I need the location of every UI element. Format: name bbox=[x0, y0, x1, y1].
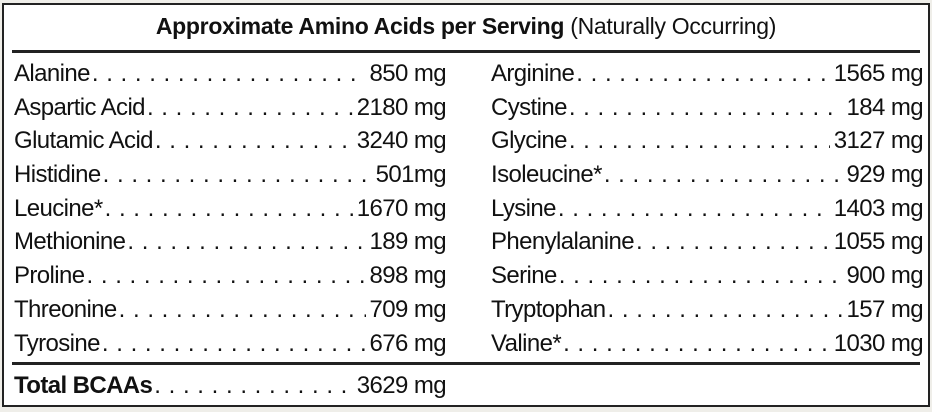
amino-acid-row: Arginine 1565 mg bbox=[491, 60, 923, 94]
panel-title: Approximate Amino Acids per Serving (Nat… bbox=[4, 13, 928, 40]
leader-dots bbox=[105, 195, 353, 223]
amino-acid-row: Phenylalanine 1055 mg bbox=[491, 228, 923, 262]
leader-dots bbox=[92, 60, 366, 88]
leader-dots bbox=[569, 94, 843, 122]
amino-acid-name: Lysine bbox=[491, 194, 556, 222]
amino-acid-amount: 189 mg bbox=[369, 228, 446, 256]
amino-acid-row: Serine 900 mg bbox=[491, 262, 923, 296]
amino-acid-amount: 1055 mg bbox=[833, 228, 923, 256]
left-column: Alanine 850 mg Aspartic Acid 2180 mg Glutami… bbox=[14, 60, 446, 363]
title-note: (Naturally Occurring) bbox=[570, 13, 777, 39]
amino-acid-row: Tryptophan 157 mg bbox=[491, 296, 923, 330]
amino-acid-name: Tyrosine bbox=[14, 329, 101, 357]
amino-acid-row: Glycine 3127 mg bbox=[491, 127, 923, 161]
amino-acid-name: Phenylalanine bbox=[491, 228, 635, 256]
amino-acid-row: Leucine* 1670 mg bbox=[14, 195, 446, 229]
amino-acid-amount: 3240 mg bbox=[356, 127, 446, 155]
amino-acid-amount: 2180 mg bbox=[356, 93, 446, 121]
amino-acid-amount: 709 mg bbox=[369, 295, 446, 323]
amino-acid-name: Cystine bbox=[491, 93, 567, 121]
right-column: Arginine 1565 mg Cystine 184 mg Glycine 3127 … bbox=[491, 60, 923, 363]
amino-acid-row: Valine* 1030 mg bbox=[491, 330, 923, 364]
amino-acid-row: Cystine 184 mg bbox=[491, 94, 923, 128]
amino-acid-name: Methionine bbox=[14, 228, 126, 256]
amino-acid-name: Serine bbox=[491, 262, 557, 290]
amino-acid-panel: Approximate Amino Acids per Serving (Nat… bbox=[2, 3, 930, 407]
total-value: 3629 mg bbox=[356, 372, 446, 399]
amino-acid-name: Histidine bbox=[14, 161, 101, 189]
amino-acid-row: Lysine 1403 mg bbox=[491, 195, 923, 229]
amino-acid-amount: 850 mg bbox=[369, 60, 446, 87]
amino-acid-amount: 1565 mg bbox=[833, 60, 923, 87]
amino-acid-name: Tryptophan bbox=[491, 295, 606, 323]
amino-acid-row: Proline 898 mg bbox=[14, 262, 446, 296]
leader-dots bbox=[608, 296, 843, 324]
title-bold: Approximate Amino Acids per Serving bbox=[155, 13, 565, 39]
leader-dots bbox=[559, 262, 843, 290]
amino-acid-name: Proline bbox=[14, 262, 85, 290]
amino-acid-amount: 157 mg bbox=[846, 295, 923, 323]
divider-top bbox=[12, 50, 920, 53]
leader-dots bbox=[558, 195, 830, 223]
amino-acid-row: Methionine 189 mg bbox=[14, 228, 446, 262]
amino-acid-amount: 1670 mg bbox=[356, 194, 446, 222]
leader-dots bbox=[563, 330, 830, 358]
leader-dots bbox=[87, 262, 366, 290]
leader-dots bbox=[102, 330, 366, 358]
amino-acid-row: Alanine 850 mg bbox=[14, 60, 446, 94]
total-bcaas-row: Total BCAAs 3629 mg bbox=[14, 372, 446, 406]
amino-acid-amount: 898 mg bbox=[369, 262, 446, 290]
amino-acid-row: Aspartic Acid 2180 mg bbox=[14, 94, 446, 128]
leader-dots bbox=[576, 60, 830, 88]
amino-acid-name: Threonine bbox=[14, 295, 117, 323]
amino-acid-name: Aspartic Acid bbox=[14, 93, 146, 121]
amino-acid-name: Arginine bbox=[491, 60, 575, 87]
amino-acid-amount: 900 mg bbox=[846, 262, 923, 290]
amino-acid-name: Glutamic Acid bbox=[14, 127, 154, 155]
amino-acid-amount: 1403 mg bbox=[833, 194, 923, 222]
leader-dots bbox=[636, 228, 830, 256]
amino-acid-amount: 184 mg bbox=[846, 93, 923, 121]
amino-acid-name: Valine* bbox=[491, 329, 562, 357]
amino-acid-row: Tyrosine 676 mg bbox=[14, 330, 446, 364]
leader-dots bbox=[119, 296, 366, 324]
amino-acid-row: Glutamic Acid 3240 mg bbox=[14, 127, 446, 161]
amino-acid-name: Isoleucine* bbox=[491, 161, 602, 189]
amino-acid-amount: 676 mg bbox=[369, 329, 446, 357]
amino-acid-amount: 501mg bbox=[375, 161, 446, 189]
amino-acid-name: Glycine bbox=[491, 127, 567, 155]
leader-dots bbox=[569, 127, 830, 155]
amino-acid-amount: 929 mg bbox=[846, 161, 923, 189]
amino-acid-name: Leucine* bbox=[14, 194, 103, 222]
amino-acid-row: Isoleucine* 929 mg bbox=[491, 161, 923, 195]
leader-dots bbox=[155, 127, 353, 155]
amino-acid-row: Threonine 709 mg bbox=[14, 296, 446, 330]
amino-acid-amount: 3127 mg bbox=[833, 127, 923, 155]
leader-dots bbox=[103, 161, 372, 189]
divider-bottom bbox=[12, 362, 920, 365]
leader-dots bbox=[154, 372, 353, 400]
amino-acid-name: Alanine bbox=[14, 60, 90, 87]
leader-dots bbox=[604, 161, 843, 189]
amino-acid-row: Histidine 501mg bbox=[14, 161, 446, 195]
leader-dots bbox=[147, 94, 353, 122]
leader-dots bbox=[127, 228, 365, 256]
amino-acid-amount: 1030 mg bbox=[833, 329, 923, 357]
total-label: Total BCAAs bbox=[14, 372, 153, 399]
